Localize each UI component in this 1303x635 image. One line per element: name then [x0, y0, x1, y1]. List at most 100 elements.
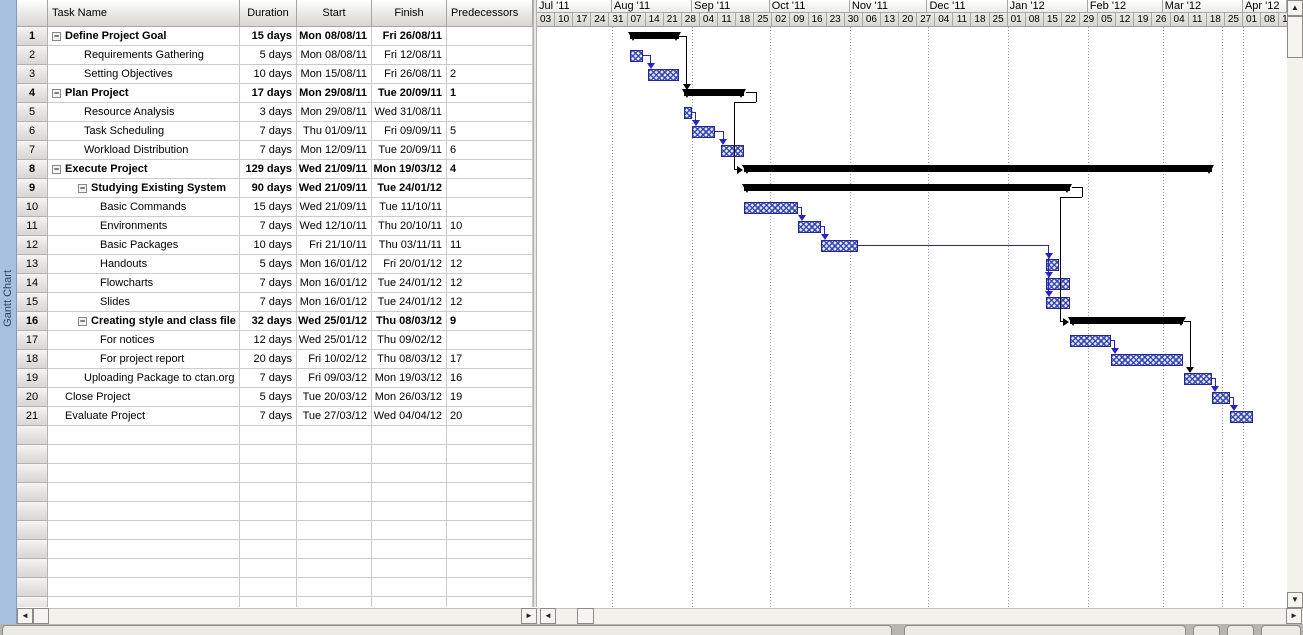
row-id-cell[interactable]: 4	[17, 84, 48, 103]
week-tick-cell[interactable]: 28	[682, 13, 700, 27]
predecessors-cell[interactable]	[447, 445, 533, 464]
task-name-cell[interactable]: Task Scheduling	[48, 122, 240, 141]
summary-bar[interactable]	[743, 184, 1070, 191]
week-tick-cell[interactable]: 06	[863, 13, 881, 27]
finish-date-cell[interactable]: Thu 08/03/12	[372, 312, 447, 331]
finish-date-cell[interactable]	[372, 578, 447, 597]
predecessors-cell[interactable]: 16	[447, 369, 533, 388]
predecessors-cell[interactable]: 20	[447, 407, 533, 426]
predecessors-cell[interactable]: 19	[447, 388, 533, 407]
view-bar[interactable]: Gantt Chart	[0, 0, 17, 624]
task-name-cell[interactable]: − Studying Existing System	[48, 179, 240, 198]
task-name-cell[interactable]	[48, 559, 240, 578]
duration-cell[interactable]: 5 days	[240, 388, 297, 407]
finish-date-cell[interactable]: Tue 11/10/11	[372, 198, 447, 217]
predecessors-cell[interactable]	[447, 578, 533, 597]
week-tick-cell[interactable]: 15	[1044, 13, 1062, 27]
task-name-cell[interactable]: Uploading Package to ctan.org	[48, 369, 240, 388]
duration-cell[interactable]	[240, 597, 297, 607]
finish-date-cell[interactable]: Thu 20/10/11	[372, 217, 447, 236]
duration-cell[interactable]: 90 days	[240, 179, 297, 198]
finish-date-cell[interactable]	[372, 540, 447, 559]
finish-date-cell[interactable]	[372, 426, 447, 445]
predecessors-cell[interactable]	[447, 559, 533, 578]
week-tick-cell[interactable]: 25	[1225, 13, 1243, 27]
vertical-scrollbar[interactable]	[1287, 0, 1303, 608]
finish-date-cell[interactable]: Fri 26/08/11	[372, 65, 447, 84]
start-date-cell[interactable]: Mon 15/08/11	[297, 65, 372, 84]
task-bar[interactable]	[692, 126, 716, 138]
month-header-cell[interactable]: Sep '11	[692, 0, 770, 13]
finish-date-cell[interactable]	[372, 521, 447, 540]
week-tick-cell[interactable]: 03	[537, 13, 556, 27]
week-tick-cell[interactable]: 24	[591, 13, 610, 27]
chart-scroll-left-button[interactable]: ◄	[540, 608, 556, 624]
row-id-cell[interactable]	[17, 445, 48, 464]
duration-cell[interactable]	[240, 521, 297, 540]
week-tick-cell[interactable]: 07	[628, 13, 646, 27]
finish-date-cell[interactable]: Fri 12/08/11	[372, 46, 447, 65]
finish-date-cell[interactable]: Fri 26/08/11	[372, 27, 447, 46]
month-header-cell[interactable]: Aug '11	[611, 0, 693, 13]
finish-date-cell[interactable]: Mon 19/03/12	[372, 160, 447, 179]
duration-cell[interactable]: 10 days	[240, 236, 297, 255]
row-id-cell[interactable]: 17	[17, 331, 48, 350]
row-id-cell[interactable]: 20	[17, 388, 48, 407]
week-tick-cell[interactable]: 20	[899, 13, 918, 27]
start-date-cell[interactable]: Mon 29/08/11	[297, 103, 372, 122]
table-scroll-left-button[interactable]: ◄	[17, 608, 33, 624]
finish-date-cell[interactable]: Fri 09/09/11	[372, 122, 447, 141]
row-id-cell[interactable]	[17, 521, 48, 540]
week-tick-cell[interactable]: 02	[772, 13, 791, 27]
row-id-cell[interactable]: 10	[17, 198, 48, 217]
start-date-cell[interactable]: Mon 29/08/11	[297, 84, 372, 103]
week-tick-cell[interactable]: 22	[1062, 13, 1081, 27]
timescale-header[interactable]: Jul '11 Aug '11 Sep '11 Oct '11 Nov '11 Dec '…	[537, 0, 1287, 27]
start-date-cell[interactable]	[297, 597, 372, 607]
task-name-cell[interactable]: Environments	[48, 217, 240, 236]
collapse-toggle-icon[interactable]: −	[52, 87, 61, 98]
start-date-cell[interactable]: Mon 12/09/11	[297, 141, 372, 160]
task-bar[interactable]	[630, 50, 644, 62]
row-id-cell[interactable]: 14	[17, 274, 48, 293]
duration-cell[interactable]: 5 days	[240, 46, 297, 65]
task-bar[interactable]	[684, 107, 693, 119]
start-date-cell[interactable]	[297, 540, 372, 559]
week-tick-cell[interactable]: 19	[1134, 13, 1153, 27]
month-header-cell[interactable]: Jul '11	[537, 0, 612, 13]
row-id-cell[interactable]: 18	[17, 350, 48, 369]
week-tick-cell[interactable]: 05	[1098, 13, 1117, 27]
row-id-cell[interactable]	[17, 502, 48, 521]
week-tick-cell[interactable]: 25	[990, 13, 1008, 27]
start-date-cell[interactable]: Wed 25/01/12	[297, 331, 372, 350]
duration-cell[interactable]	[240, 540, 297, 559]
task-name-cell[interactable]: Evaluate Project	[48, 407, 240, 426]
task-bar[interactable]	[1183, 373, 1212, 385]
duration-cell[interactable]: 15 days	[240, 27, 297, 46]
duration-cell[interactable]: 129 days	[240, 160, 297, 179]
finish-date-cell[interactable]: Tue 24/01/12	[372, 293, 447, 312]
duration-cell[interactable]: 20 days	[240, 350, 297, 369]
finish-date-cell[interactable]: Fri 20/01/12	[372, 255, 447, 274]
column-header-start[interactable]: Start	[297, 0, 372, 27]
week-tick-cell[interactable]: 09	[790, 13, 809, 27]
duration-cell[interactable]: 7 days	[240, 293, 297, 312]
duration-cell[interactable]: 12 days	[240, 331, 297, 350]
task-name-cell[interactable]	[48, 426, 240, 445]
finish-date-cell[interactable]: Tue 24/01/12	[372, 274, 447, 293]
predecessors-cell[interactable]: 12	[447, 255, 533, 274]
finish-date-cell[interactable]: Mon 19/03/12	[372, 369, 447, 388]
predecessors-cell[interactable]	[447, 46, 533, 65]
week-tick-cell[interactable]: 23	[827, 13, 845, 27]
predecessors-cell[interactable]	[447, 597, 533, 607]
start-date-cell[interactable]: Wed 21/09/11	[297, 179, 372, 198]
task-name-cell[interactable]	[48, 502, 240, 521]
task-bar[interactable]	[1111, 354, 1184, 366]
task-name-cell[interactable]: Basic Commands	[48, 198, 240, 217]
month-header-cell[interactable]: Jan '12	[1007, 0, 1088, 13]
predecessors-cell[interactable]: 12	[447, 293, 533, 312]
month-header-cell[interactable]: Nov '11	[849, 0, 928, 13]
start-date-cell[interactable]: Wed 25/01/12	[297, 312, 372, 331]
column-header-pred[interactable]: Predecessors	[447, 0, 533, 27]
week-tick-cell[interactable]: 04	[935, 13, 954, 27]
